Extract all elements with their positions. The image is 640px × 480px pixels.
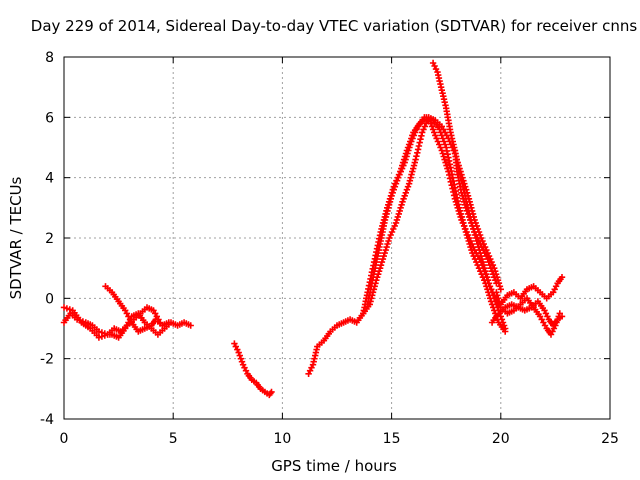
y-axis-label: SDTVAR / TECUs (7, 176, 25, 299)
data-layer (60, 59, 566, 399)
y-tick-label: 6 (45, 110, 54, 126)
series-arc-d (231, 340, 275, 399)
grid-layer (64, 57, 610, 419)
x-tick-label: 0 (60, 431, 69, 447)
marker-trace-arc-f (364, 114, 509, 332)
series-arc-l (493, 289, 563, 338)
tick-layer: 0 5 10 15 20 25 -4 -2 0 2 4 6 8 (40, 50, 619, 447)
y-tick-label: -2 (40, 352, 54, 368)
series-arc-g (360, 114, 504, 317)
marker-trace-arc-l (493, 289, 563, 338)
y-tick-label: -4 (40, 412, 54, 428)
x-tick-label: 15 (383, 431, 401, 447)
marker-trace-arc-g (360, 114, 504, 317)
y-tick-label: 2 (45, 231, 54, 247)
chart-title: Day 229 of 2014, Sidereal Day-to-day VTE… (31, 17, 638, 35)
y-tick-label: 4 (45, 171, 54, 187)
y-tick-label: 0 (45, 291, 54, 307)
marker-trace-arc-d (231, 340, 275, 399)
x-tick-label: 10 (273, 431, 291, 447)
x-axis-label: GPS time / hours (271, 457, 397, 475)
series-arc-c (102, 283, 172, 335)
marker-trace-arc-i (451, 147, 500, 287)
series-arc-i (451, 147, 500, 287)
x-tick-label: 5 (169, 431, 178, 447)
marker-trace-arc-c (102, 283, 172, 335)
x-tick-label: 20 (492, 431, 510, 447)
x-tick-label: 25 (601, 431, 619, 447)
series-arc-f (364, 114, 509, 332)
y-tick-label: 8 (45, 50, 54, 66)
